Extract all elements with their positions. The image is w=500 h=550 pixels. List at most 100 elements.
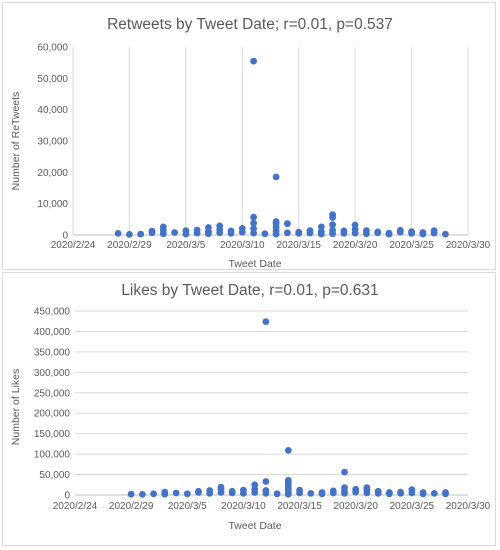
likes-scatter-chart: Likes by Tweet Date, r=0.01, p=0.631 Twe…	[10, 282, 491, 532]
x-tick-label: 2020/3/10	[221, 501, 266, 512]
chart-title: Retweets by Tweet Date; r=0.01, p=0.537	[107, 16, 393, 33]
x-tick-label: 2020/2/24	[53, 501, 98, 512]
data-point	[396, 226, 404, 234]
data-point	[329, 487, 337, 495]
data-point	[272, 218, 280, 225]
x-tick-label: 2020/3/25	[389, 240, 434, 251]
data-point	[329, 211, 336, 219]
data-point	[340, 227, 348, 235]
data-point	[150, 490, 158, 498]
data-point	[227, 227, 235, 235]
data-point	[137, 230, 145, 238]
data-point	[317, 228, 325, 236]
x-tick-label: 2020/3/20	[333, 501, 378, 512]
data-point	[250, 225, 257, 233]
y-tick-label: 100,000	[34, 450, 71, 461]
data-point	[126, 231, 133, 238]
data-point	[306, 227, 314, 235]
x-axis-title: Tweet Date	[228, 520, 281, 532]
y-axis-title: Number of Likes	[10, 369, 22, 445]
y-tick-label: 50,000	[39, 470, 70, 481]
data-point	[251, 481, 259, 489]
data-point	[352, 485, 360, 493]
data-point	[284, 229, 291, 237]
data-point	[408, 228, 415, 236]
data-point	[183, 490, 191, 498]
data-point	[284, 447, 292, 454]
data-point	[386, 489, 393, 496]
x-tick-label: 2020/3/30	[446, 240, 491, 251]
data-point	[148, 227, 156, 235]
data-point	[341, 468, 348, 476]
data-point	[238, 225, 246, 232]
data-point	[351, 221, 359, 229]
data-point	[363, 227, 370, 235]
chart-title: Likes by Tweet Date, r=0.01, p=0.631	[121, 282, 378, 299]
data-point	[205, 224, 212, 231]
data-point	[317, 223, 325, 231]
plot-area: 0 10,000 20,000 30,000 40,000 50,000 60,000 202…	[37, 43, 490, 252]
data-point	[374, 487, 382, 495]
y-tick-label: 0	[62, 231, 68, 242]
data-point	[139, 491, 146, 498]
y-tick-label: 450,000	[34, 307, 71, 318]
data-point	[172, 489, 180, 497]
data-point	[171, 229, 179, 236]
data-point	[250, 57, 257, 65]
data-point	[114, 230, 122, 237]
data-point	[295, 230, 303, 237]
data-point	[195, 487, 202, 495]
data-point	[206, 487, 214, 494]
y-axis-title: Number of ReTweets	[10, 92, 22, 191]
y-tick-label: 250,000	[34, 388, 71, 399]
data-point	[296, 486, 303, 494]
data-point	[363, 484, 371, 491]
x-tick-label: 2020/3/15	[276, 240, 321, 251]
data-point	[341, 484, 348, 491]
x-tick-label: 2020/2/29	[109, 501, 154, 512]
data-point	[159, 223, 167, 231]
data-point	[161, 488, 169, 496]
data-point	[374, 228, 382, 236]
retweets-scatter-chart: Retweets by Tweet Date; r=0.01, p=0.537 …	[10, 16, 491, 270]
y-tick-label: 200,000	[34, 409, 71, 420]
data-point	[419, 229, 427, 236]
data-point	[250, 213, 257, 221]
y-tick-label: 0	[64, 491, 70, 502]
y-tick-label: 400,000	[34, 327, 71, 338]
data-point	[193, 226, 201, 234]
data-point	[329, 226, 336, 234]
x-tick-label: 2020/3/10	[220, 240, 265, 251]
data-point	[419, 489, 427, 496]
y-tick-label: 50,000	[37, 74, 68, 85]
series-points	[127, 318, 449, 498]
y-tick-label: 350,000	[34, 347, 71, 358]
y-tick-label: 20,000	[37, 168, 68, 179]
y-tick-label: 300,000	[34, 368, 71, 379]
data-point	[182, 227, 190, 235]
x-tick-label: 2020/3/5	[168, 501, 207, 512]
y-tick-label: 60,000	[37, 43, 68, 54]
data-point	[228, 487, 236, 495]
data-point	[262, 318, 270, 325]
data-point	[430, 227, 438, 235]
data-point	[385, 229, 393, 237]
retweets-chart-panel: Retweets by Tweet Date; r=0.01, p=0.537 …	[2, 2, 496, 270]
data-point	[442, 230, 449, 238]
data-point	[262, 478, 270, 485]
plot-area: 0 50,000 100,000 150,000 200,000 250,000 300,0…	[34, 307, 491, 513]
x-tick-label: 2020/2/29	[107, 240, 152, 251]
data-point	[284, 476, 292, 484]
data-point	[397, 488, 404, 496]
data-point	[442, 489, 449, 496]
series-points	[114, 57, 449, 238]
y-tick-label: 150,000	[34, 429, 71, 440]
data-point	[430, 490, 438, 497]
data-point	[240, 486, 247, 494]
data-point	[329, 221, 336, 229]
data-point	[250, 219, 257, 227]
data-point	[273, 490, 281, 498]
data-point	[262, 487, 270, 494]
y-tick-label: 40,000	[37, 105, 68, 116]
data-point	[217, 483, 225, 491]
